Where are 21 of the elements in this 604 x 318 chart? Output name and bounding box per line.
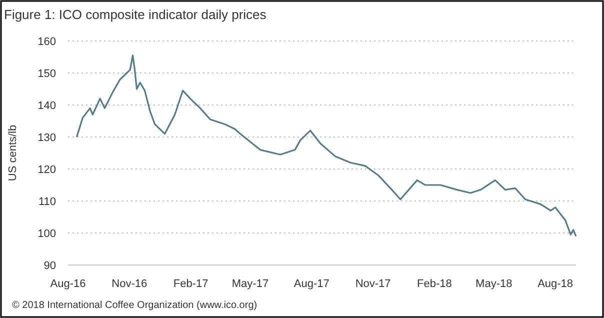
text: © 2018 International Coffee Organization (www.ico.org) [12, 300, 258, 311]
y-tick-label: 160 [38, 36, 56, 48]
x-tick-label: Aug-18 [538, 278, 574, 290]
y-tick-label: 110 [38, 196, 56, 208]
x-tick-label: May-18 [476, 278, 512, 290]
x-tick-label: May-17 [232, 278, 269, 290]
y-tick-label: 120 [38, 164, 56, 176]
x-tick-label: Feb-18 [417, 278, 452, 290]
line-series [76, 54, 577, 237]
x-tick-label: Aug-16 [50, 278, 86, 290]
y-tick-label: 150 [38, 68, 56, 80]
y-axis-title: US cents/lb [7, 124, 19, 182]
y-tick-label: 130 [38, 132, 56, 144]
x-tick-label: Nov-16 [112, 278, 148, 290]
x-tick-label: Nov-17 [355, 278, 391, 290]
y-tick-label: 100 [38, 228, 56, 240]
x-tick-label: Feb-17 [173, 278, 208, 290]
x-tick-label: Aug-17 [294, 278, 330, 290]
y-tick-label: 90 [44, 260, 56, 272]
chart-title: Figure 1: ICO composite indicator daily prices [4, 7, 267, 22]
y-tick-label: 140 [38, 100, 56, 112]
